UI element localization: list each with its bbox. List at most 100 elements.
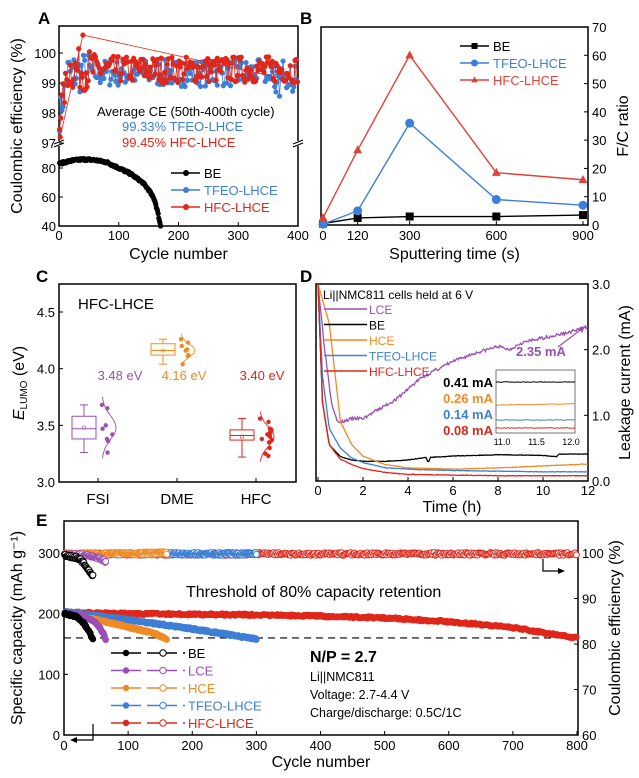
box-fsi [71,396,117,459]
data-point [97,79,103,86]
legend-label: HCE [188,681,216,696]
inset-value-label: 0.41 mA [443,375,493,390]
data-point [353,145,363,154]
data-point [242,79,248,85]
data-point [183,348,188,353]
data-point [285,71,291,77]
legend-label: LCE [369,303,392,317]
data-point [108,76,114,82]
data-point [235,73,241,79]
series-hfc-lhce [56,32,301,140]
data-point [405,50,415,59]
annotation-condition: Li||NMC811 cells held at 6 V [323,288,473,302]
x-tick-label: 0 [55,228,62,243]
y-tick-label: 60 [42,190,56,205]
mean-marker [82,425,86,430]
data-point [353,206,363,216]
data-point [61,99,67,106]
data-point [139,65,145,71]
data-point [294,79,301,85]
legend-marker-filled [122,684,130,692]
data-point [491,167,501,176]
series-line [322,214,584,225]
x-tick-label: 300 [227,228,249,243]
data-point [226,60,232,67]
y2-tick-label: 60 [582,728,596,743]
data-point [213,77,219,83]
data-point [106,439,111,444]
axis-break-mark [53,139,65,145]
x-tick-label: 500 [374,738,396,753]
series-group [317,284,588,477]
data-point [214,82,220,88]
data-point [92,54,99,60]
y2-tick-label: 90 [582,592,596,607]
inset-line [495,403,575,406]
data-point [405,118,415,128]
y-tick-label: 70 [592,20,606,35]
legend-label: TFEO-LHCE [188,699,262,714]
plot-frame [315,283,589,482]
data-point [201,63,207,69]
inset-x-tick-label: 11.0 [494,437,511,447]
inset-line [495,427,576,429]
legend-marker-hollow [159,719,167,727]
data-point [405,212,414,221]
data-point [103,423,108,428]
axis-break-mark [53,142,65,148]
x-tick-label: HFC [241,491,272,508]
y-tick-label: 99 [42,76,56,91]
legend-marker [183,170,189,176]
y-tick-label: 0 [592,218,599,233]
data-point [259,436,265,442]
legend-marker [183,204,189,210]
data-point [578,174,588,183]
data-point [257,416,263,421]
legend-label: TFEO-LHCE [493,56,567,71]
x-axis-label: Cycle number [129,246,228,263]
annotation-title: Average CE (50th-400th cycle) [97,104,275,119]
data-point [266,453,271,459]
data-point [82,57,88,63]
x-tick-label: 600 [438,738,460,753]
data-point [291,84,297,90]
x-tick-label: FSI [86,491,109,508]
data-point [153,61,159,68]
box-dme [150,334,196,367]
panel-letter-d: D [300,267,312,286]
data-point [67,62,73,68]
legend-label: LCE [188,664,214,679]
inset-line [495,381,576,383]
left-axis-arrowhead [70,737,77,743]
data-point [218,68,224,75]
legend-label: HFC-LHCE [493,73,559,88]
series-tfeo-lhce [317,284,588,473]
x-tick-label: 800 [566,738,588,753]
np-ratio-label: N/P = 2.7 [310,649,377,666]
data-point [78,62,84,68]
panel-a: 0 100 200 300 400 97 98 99 100 40 60 80 Cycle number… [9,25,309,263]
x-tick-label: 0 [60,738,67,753]
panel-letter-a: A [38,9,50,28]
data-point [243,60,249,66]
mean-marker [240,434,244,439]
left-axis-arrow [72,724,94,741]
panel-d: 0 2 4 6 8 10 120.0 1.0 2.0 3.0 Time (h) Leakage cur… [314,277,634,516]
data-point [79,74,85,80]
x-tick-label: 2 [359,483,366,498]
y-tick-label: 50 [592,77,606,92]
legend-label: BE [493,39,511,54]
data-point [145,69,151,75]
inset-frame [495,369,576,434]
data-point [77,84,83,90]
y-tick-label: 3.5 [37,418,55,433]
data-point [58,115,64,121]
data-point [162,69,168,75]
data-point [80,32,86,38]
data-point [107,82,113,88]
y-tick-label: 3.0 [592,277,610,292]
data-point [164,61,170,67]
legend-label: BE [188,646,206,661]
data-point [175,79,181,86]
data-point [80,52,87,58]
